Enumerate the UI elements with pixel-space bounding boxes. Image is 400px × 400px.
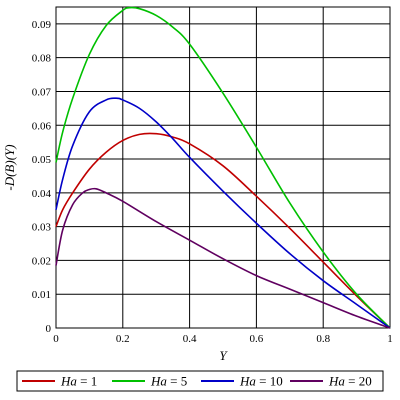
x-tick-label: 0.8 [316, 333, 330, 345]
series-line-1 [55, 132, 391, 329]
plot-frame [55, 6, 391, 329]
x-tick-label: 0.2 [116, 333, 130, 345]
series-layer [55, 6, 391, 329]
plot-border [55, 6, 391, 329]
legend-label-2: Ha = 5 [150, 374, 187, 389]
series-line-2 [55, 6, 391, 329]
y-tick-label: 0.03 [32, 222, 52, 234]
y-tick-label: 0.02 [32, 255, 51, 267]
y-axis-title: -D(B)(Y) [2, 144, 17, 190]
x-axis-title: Y [219, 348, 228, 363]
y-tick-label: 0.01 [32, 289, 51, 301]
y-tick-label: 0 [46, 323, 52, 335]
x-tick-label: 0.4 [183, 333, 197, 345]
series-line-4 [55, 187, 391, 329]
y-tick-label: 0.06 [32, 120, 52, 132]
y-tick-labels: 0 0.01 0.02 0.03 0.04 0.05 0.06 0.07 0.08 0.09 [32, 19, 52, 335]
y-tick-label: 0.05 [32, 154, 52, 166]
y-tick-label: 0.04 [32, 188, 52, 200]
series-line-3 [55, 97, 391, 329]
legend-label-4: Ha = 20 [328, 374, 372, 389]
x-tick-label: 0 [53, 333, 59, 345]
y-tick-label: 0.07 [32, 86, 52, 98]
x-tick-labels: 0 0.2 0.4 0.6 0.8 1 [53, 333, 393, 345]
y-tick-label: 0.09 [32, 19, 52, 31]
legend-box [16, 370, 384, 392]
legend-label-1: Ha = 1 [60, 374, 97, 389]
legend-label-3: Ha = 10 [239, 374, 283, 389]
x-tick-label: 1 [387, 333, 393, 345]
legend: Ha = 1 Ha = 5 Ha = 10 Ha = 20 [16, 370, 384, 392]
x-tick-label: 0.6 [250, 333, 264, 345]
y-tick-label: 0.08 [32, 53, 52, 65]
